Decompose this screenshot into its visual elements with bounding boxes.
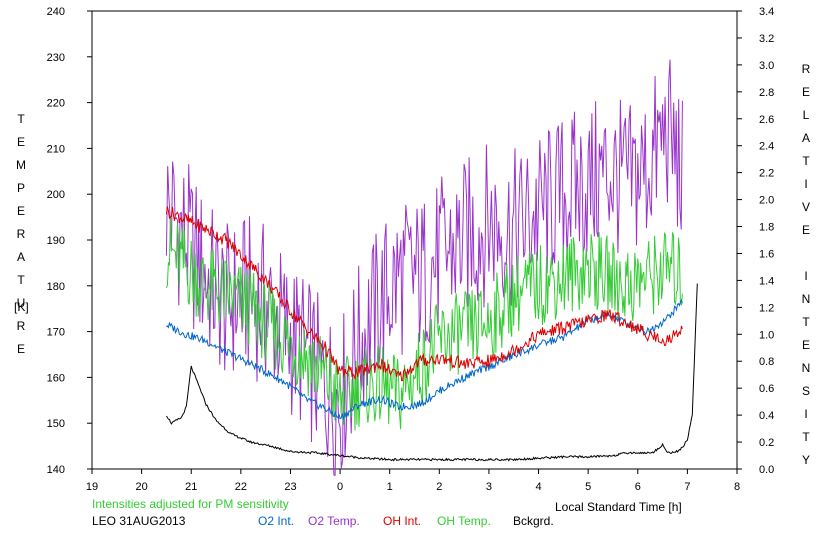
legend-oh-int: OH Int. <box>383 514 422 528</box>
y-right-tick-label: 1.2 <box>759 302 774 314</box>
y-right-tick-label: 3.2 <box>759 33 774 45</box>
x-tick-label: 6 <box>635 481 641 493</box>
x-tick-label: 1 <box>387 481 393 493</box>
y-right-tick-label: 1.6 <box>759 248 774 260</box>
y-right-tick-label: 0.4 <box>759 410 774 422</box>
plot-frame <box>91 10 738 470</box>
x-tick-label: 22 <box>235 481 247 493</box>
note-label: Intensities adjusted for PM sensitivity <box>92 497 289 511</box>
y-left-tick-label: 190 <box>47 235 65 247</box>
y-right-tick-label: 0.0 <box>759 464 774 476</box>
x-tick-label: 8 <box>734 481 740 493</box>
y-left-tick-label: 140 <box>47 464 65 476</box>
y-right-tick-label: 2.2 <box>759 168 774 180</box>
y-left-tick-label: 150 <box>47 418 65 430</box>
y-left-tick-label: 170 <box>47 327 65 339</box>
y-right-tick-label: 3.0 <box>759 60 774 72</box>
x-tick-label: 19 <box>86 481 98 493</box>
x-axis-label: Local Standard Time [h] <box>555 500 682 514</box>
series-line-o2-int <box>166 298 683 421</box>
x-tick-label: 21 <box>185 481 197 493</box>
x-tick-label: 2 <box>436 481 442 493</box>
y-right-tick-label: 2.8 <box>759 87 774 99</box>
legend-bckgrd: Bckgrd. <box>513 514 554 528</box>
x-tick-label: 20 <box>135 481 147 493</box>
y-right-tick-label: 1.4 <box>759 275 774 287</box>
y-right-tick-label: 0.6 <box>759 383 774 395</box>
legend-o2-temp: O2 Temp. <box>308 514 360 528</box>
x-tick-label: 7 <box>684 481 690 493</box>
x-tick-label: 3 <box>486 481 492 493</box>
x-tick-label: 5 <box>585 481 591 493</box>
y-left-tick-label: 240 <box>47 6 65 18</box>
y-left-tick-label: 220 <box>47 98 65 110</box>
legend-o2-int: O2 Int. <box>258 514 295 528</box>
y-left-tick-label: 180 <box>47 281 65 293</box>
series-line-bckgrd <box>165 283 698 462</box>
y-left-tick-label: 200 <box>47 189 65 201</box>
y-left-tick-label: 210 <box>47 143 65 155</box>
x-tick-label: 4 <box>535 481 541 493</box>
y-right-tick-label: 0.8 <box>759 356 774 368</box>
station-label: LEO 31AUG2013 <box>92 514 186 528</box>
y-right-tick-label: 2.4 <box>759 141 774 153</box>
y-right-tick-label: 3.4 <box>759 6 774 18</box>
y-right-tick-label: 1.8 <box>759 222 774 234</box>
y-right-tick-label: 0.2 <box>759 437 774 449</box>
y-right-tick-label: 2.6 <box>759 114 774 126</box>
x-tick-label: 23 <box>284 481 296 493</box>
series-line-oh-int <box>165 206 683 382</box>
series-line-oh-temp <box>165 216 683 431</box>
y-left-tick-label: 230 <box>47 52 65 64</box>
x-tick-label: 0 <box>337 481 343 493</box>
legend-oh-temp: OH Temp. <box>437 514 491 528</box>
y-right-tick-label: 1.0 <box>759 329 774 341</box>
y-left-unit: [K] <box>14 300 29 314</box>
y-left-tick-label: 160 <box>47 372 65 384</box>
y-right-tick-label: 2.0 <box>759 195 774 207</box>
